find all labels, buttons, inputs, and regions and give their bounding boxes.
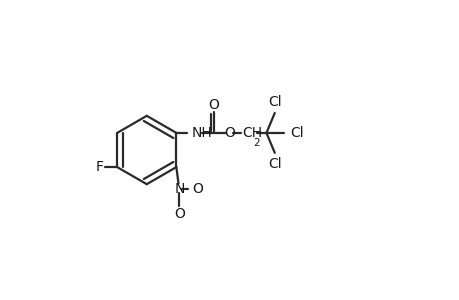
Text: Cl: Cl <box>268 157 281 171</box>
Text: O: O <box>174 207 185 221</box>
Text: O: O <box>192 182 202 197</box>
Text: Cl: Cl <box>268 95 281 109</box>
Text: NH: NH <box>191 126 212 140</box>
Text: O: O <box>224 126 235 140</box>
Text: N: N <box>174 182 184 197</box>
Text: 2: 2 <box>252 138 259 148</box>
Text: Cl: Cl <box>290 126 303 140</box>
Text: O: O <box>208 98 219 112</box>
Text: F: F <box>95 160 104 174</box>
Text: CH: CH <box>241 126 262 140</box>
